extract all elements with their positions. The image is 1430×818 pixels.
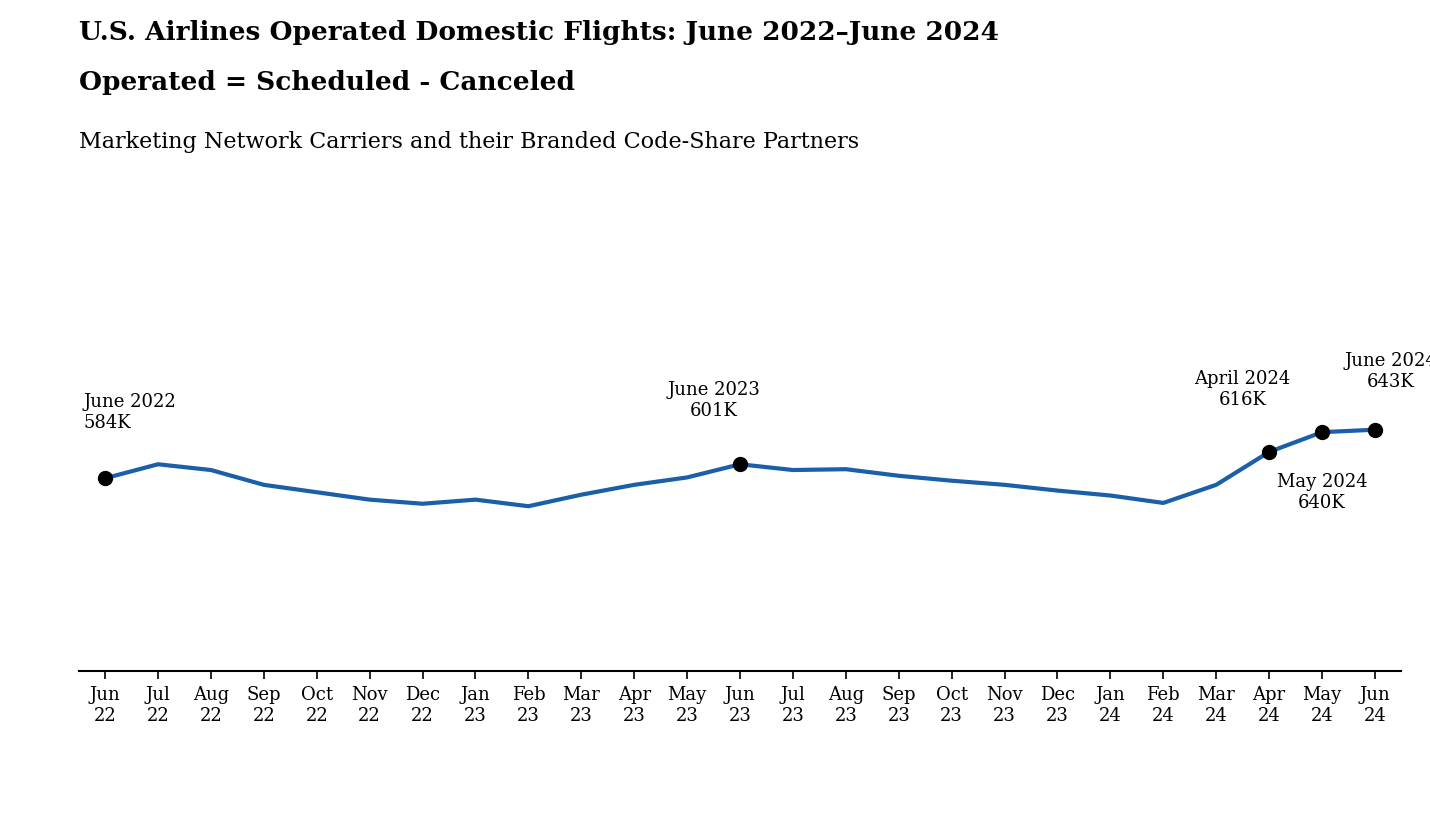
Text: May 2024
640K: May 2024 640K [1277, 474, 1367, 512]
Text: April 2024
616K: April 2024 616K [1194, 371, 1291, 409]
Text: June 2023
601K: June 2023 601K [668, 381, 759, 420]
Text: Operated = Scheduled - Canceled: Operated = Scheduled - Canceled [79, 70, 575, 95]
Text: June 2024
643K: June 2024 643K [1344, 353, 1430, 391]
Text: Marketing Network Carriers and their Branded Code-Share Partners: Marketing Network Carriers and their Bra… [79, 131, 859, 153]
Text: U.S. Airlines Operated Domestic Flights: June 2022–June 2024: U.S. Airlines Operated Domestic Flights:… [79, 20, 998, 46]
Text: June 2022
584K: June 2022 584K [84, 393, 177, 432]
